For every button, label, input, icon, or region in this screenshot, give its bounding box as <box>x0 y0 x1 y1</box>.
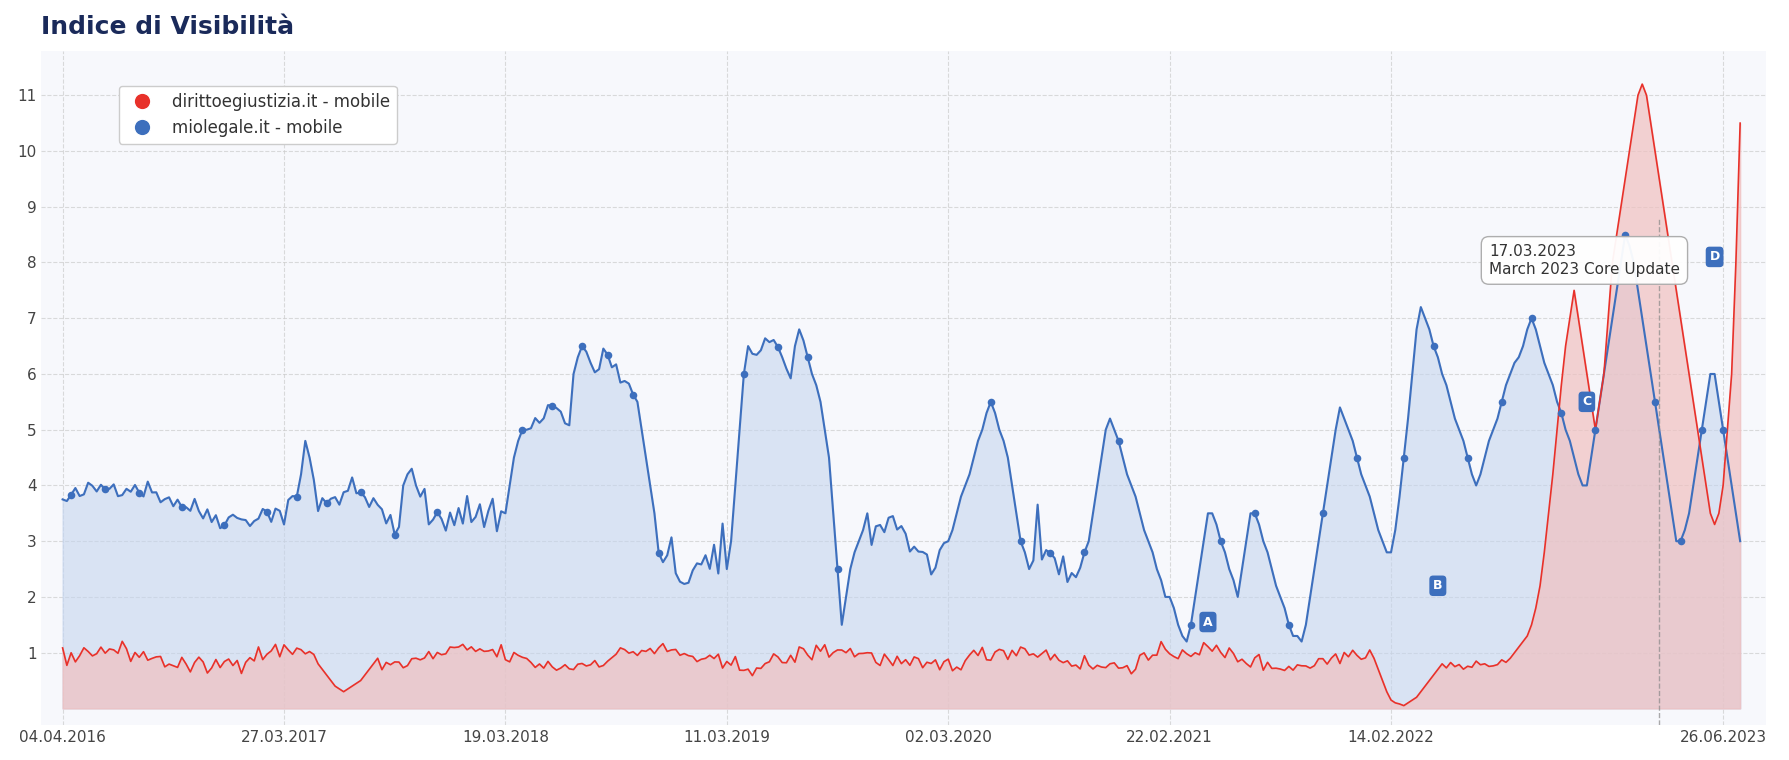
Point <box>252 505 281 518</box>
Text: A: A <box>1202 616 1213 629</box>
Point <box>644 547 673 559</box>
Point <box>1036 547 1064 559</box>
Point <box>1517 312 1546 325</box>
Point <box>823 563 852 575</box>
Point <box>1342 451 1370 464</box>
Text: B: B <box>1433 579 1442 592</box>
Point <box>1641 396 1669 408</box>
Point <box>1005 535 1034 547</box>
Point <box>1104 435 1132 447</box>
Point <box>508 423 537 435</box>
Point <box>1580 423 1608 435</box>
Point <box>977 396 1005 408</box>
Point <box>1240 507 1268 519</box>
Point <box>1388 451 1417 464</box>
Point <box>1070 546 1098 559</box>
Point <box>1175 619 1204 631</box>
Point <box>619 388 648 401</box>
Point <box>1666 535 1694 547</box>
Point <box>345 486 374 499</box>
Point <box>283 490 311 502</box>
Point <box>592 349 621 361</box>
Point <box>1206 535 1234 547</box>
Point <box>311 497 340 509</box>
Point <box>422 506 451 518</box>
Point <box>57 489 86 501</box>
Point <box>168 501 197 513</box>
Point <box>1708 423 1737 435</box>
Point <box>1610 229 1639 241</box>
Point <box>1687 423 1716 435</box>
Point <box>1546 407 1574 419</box>
Point <box>1487 396 1515 408</box>
Point <box>1308 507 1336 519</box>
Point <box>209 519 238 531</box>
Text: Indice di Visibilità: Indice di Visibilità <box>41 15 293 39</box>
Point <box>125 486 154 499</box>
Text: D: D <box>1708 250 1719 264</box>
Point <box>567 340 596 352</box>
Point <box>1274 619 1302 631</box>
Point <box>793 351 821 363</box>
Point <box>1419 340 1447 352</box>
Text: 17.03.2023
March 2023 Core Update: 17.03.2023 March 2023 Core Update <box>1488 244 1680 277</box>
Point <box>91 483 120 496</box>
Point <box>381 528 410 540</box>
Point <box>730 368 759 380</box>
Text: C: C <box>1581 395 1590 408</box>
Point <box>1453 451 1481 464</box>
Legend: dirittoegiustizia.it - mobile, miolegale.it - mobile: dirittoegiustizia.it - mobile, miolegale… <box>118 86 397 144</box>
Point <box>538 400 567 412</box>
Point <box>764 341 793 353</box>
